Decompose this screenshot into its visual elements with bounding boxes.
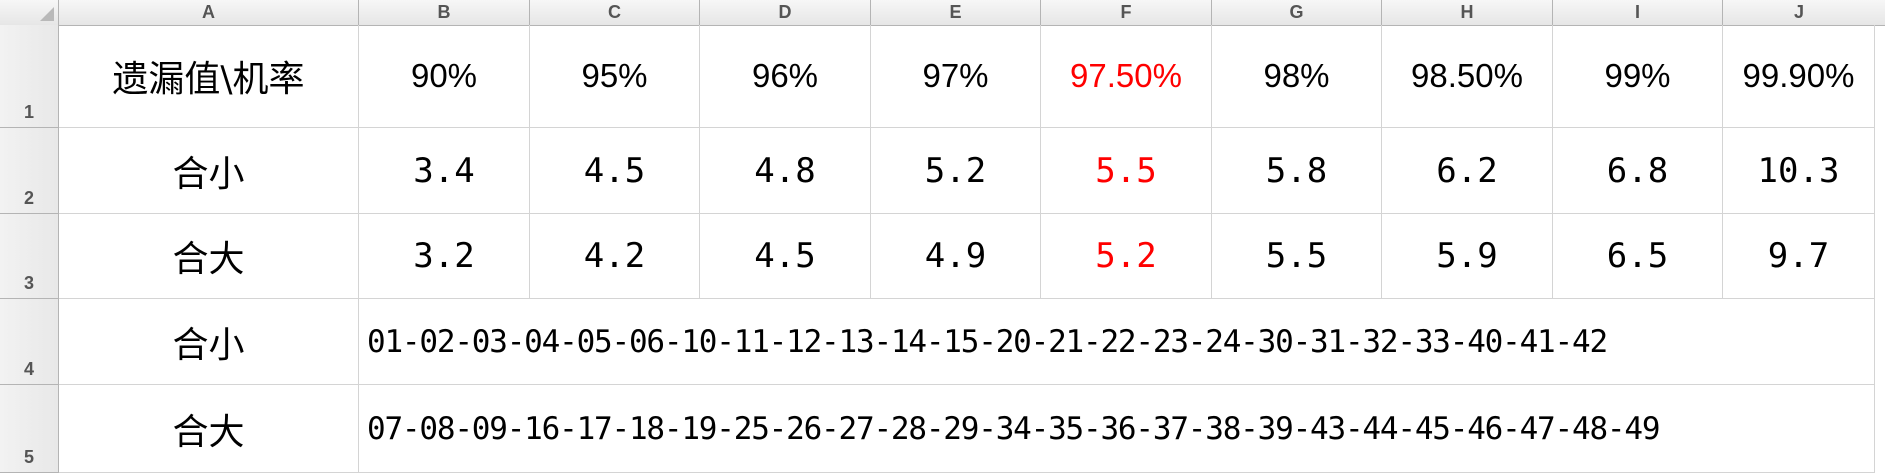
cell-e3[interactable]: 4.9 [871, 214, 1041, 299]
cell-i2[interactable]: 6.8 [1553, 128, 1723, 214]
column-header-d[interactable]: D [700, 0, 871, 25]
cell-b4-merged[interactable]: 01-02-03-04-05-06-10-11-12-13-14-15-20-2… [359, 299, 1875, 385]
cell-j3[interactable]: 9.7 [1723, 214, 1875, 299]
select-all-button[interactable] [0, 0, 59, 25]
cell-c3[interactable]: 4.2 [530, 214, 700, 299]
row-header-5[interactable]: 5 [0, 385, 59, 473]
row-header-2[interactable]: 2 [0, 128, 59, 214]
row-header-label: 4 [24, 359, 35, 379]
row-header-label: 2 [24, 188, 35, 208]
row-header-label: 1 [24, 102, 35, 122]
cell-e1[interactable]: 97% [871, 25, 1041, 128]
cell-c1[interactable]: 95% [530, 25, 700, 128]
cell-d3[interactable]: 4.5 [700, 214, 871, 299]
row-header-4[interactable]: 4 [0, 299, 59, 385]
column-header-bar: A B C D E F G H I J [0, 0, 1885, 26]
select-all-triangle-icon [40, 7, 54, 21]
cell-h2[interactable]: 6.2 [1382, 128, 1553, 214]
cell-f1[interactable]: 97.50% [1041, 25, 1212, 128]
row-header-label: 3 [24, 273, 35, 293]
cell-g3[interactable]: 5.5 [1212, 214, 1382, 299]
cell-c2[interactable]: 4.5 [530, 128, 700, 214]
cell-f3[interactable]: 5.2 [1041, 214, 1212, 299]
cell-b1[interactable]: 90% [359, 25, 530, 128]
column-header-i[interactable]: I [1553, 0, 1723, 25]
cell-d1[interactable]: 96% [700, 25, 871, 128]
cell-g1[interactable]: 98% [1212, 25, 1382, 128]
cell-b3[interactable]: 3.2 [359, 214, 530, 299]
column-header-b[interactable]: B [359, 0, 530, 25]
cell-j2[interactable]: 10.3 [1723, 128, 1875, 214]
column-header-e[interactable]: E [871, 0, 1041, 25]
cell-i1[interactable]: 99% [1553, 25, 1723, 128]
row-header-3[interactable]: 3 [0, 214, 59, 299]
cell-grid: 遗漏值\机率 90% 95% 96% 97% 97.50% 98% 98.50%… [59, 25, 1875, 473]
cell-a2[interactable]: 合小 [59, 128, 359, 214]
cell-b5-merged[interactable]: 07-08-09-16-17-18-19-25-26-27-28-29-34-3… [359, 385, 1875, 473]
column-header-a[interactable]: A [59, 0, 359, 25]
cell-a5[interactable]: 合大 [59, 385, 359, 473]
cell-h1[interactable]: 98.50% [1382, 25, 1553, 128]
column-header-h[interactable]: H [1382, 0, 1553, 25]
column-header-g[interactable]: G [1212, 0, 1382, 25]
column-header-c[interactable]: C [530, 0, 700, 25]
cell-f2[interactable]: 5.5 [1041, 128, 1212, 214]
cell-d2[interactable]: 4.8 [700, 128, 871, 214]
cell-a3[interactable]: 合大 [59, 214, 359, 299]
cell-a4[interactable]: 合小 [59, 299, 359, 385]
column-header-f[interactable]: F [1041, 0, 1212, 25]
row-header-label: 5 [24, 447, 35, 467]
row-header-bar: 1 2 3 4 5 [0, 25, 59, 473]
column-header-j[interactable]: J [1793, 2, 1804, 22]
cell-a1[interactable]: 遗漏值\机率 [59, 25, 359, 128]
cell-g2[interactable]: 5.8 [1212, 128, 1382, 214]
cell-h3[interactable]: 5.9 [1382, 214, 1553, 299]
row-header-1[interactable]: 1 [0, 25, 59, 128]
cell-b2[interactable]: 3.4 [359, 128, 530, 214]
cell-i3[interactable]: 6.5 [1553, 214, 1723, 299]
cell-e2[interactable]: 5.2 [871, 128, 1041, 214]
cell-j1[interactable]: 99.90% [1723, 25, 1875, 128]
